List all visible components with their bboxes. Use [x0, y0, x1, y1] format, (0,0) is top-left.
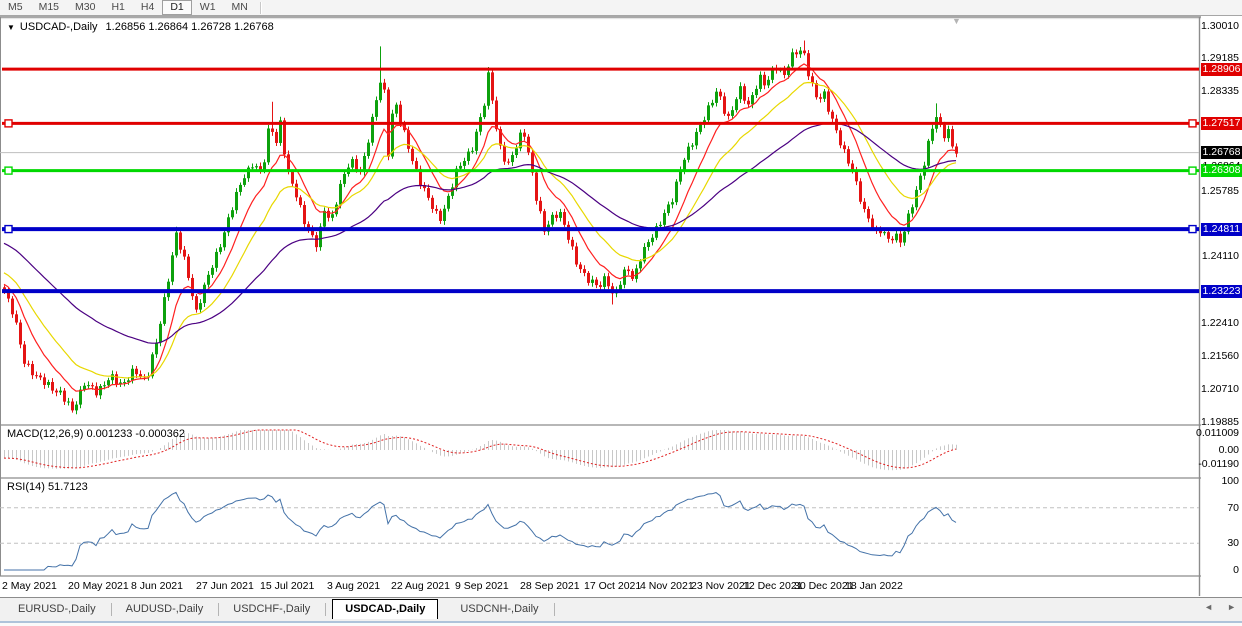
- date-label: 15 Jul 2021: [260, 580, 315, 592]
- bid-price-badge: 1.26768: [1201, 146, 1242, 160]
- date-label: 23 Nov 2021: [691, 580, 751, 592]
- date-label: 27 Jun 2021: [196, 580, 254, 592]
- timeframe-mn[interactable]: MN: [231, 1, 248, 13]
- price-axis-tick: 1.19885: [1201, 415, 1239, 428]
- price-axis-tick: 1.29185: [1201, 52, 1239, 65]
- chart-window: ▼ USDCAD-,Daily 1.26856 1.26864 1.26728 1.…: [0, 15, 1242, 596]
- timeframe-toolbar: M5 M15 M30 H1 H4 D1 W1 MN: [0, 0, 1242, 16]
- tab-scroll-right-icon[interactable]: ►: [1227, 602, 1236, 612]
- level-badge-1.23223: 1.23223: [1201, 284, 1242, 298]
- price-axis-tick: 1.22410: [1201, 316, 1239, 329]
- price-axis-tick: 1.21560: [1201, 350, 1239, 363]
- ohlc-quote: 1.26856 1.26864 1.26728 1.26768: [105, 21, 274, 33]
- rsi-axis-tick: 70: [1227, 501, 1239, 514]
- chart-canvas[interactable]: [0, 15, 1242, 596]
- level-handle[interactable]: [4, 119, 13, 128]
- date-label: 28 Sep 2021: [520, 580, 580, 592]
- timeframe-d1[interactable]: D1: [162, 0, 192, 15]
- macd-axis-tick: 0.00: [1218, 444, 1239, 456]
- level-badge-1.24811: 1.24811: [1201, 222, 1242, 236]
- rsi-axis-tick: 0: [1233, 564, 1239, 576]
- level-handle[interactable]: [4, 166, 13, 175]
- level-handle[interactable]: [1188, 224, 1197, 234]
- date-label: 9 Sep 2021: [455, 580, 509, 592]
- macd-axis-tick: 0.011009: [1195, 427, 1239, 439]
- timeframe-m5[interactable]: M5: [8, 1, 23, 13]
- timeframe-m30[interactable]: M30: [75, 1, 96, 13]
- date-label: 2 May 2021: [2, 580, 57, 592]
- rsi-axis-tick: 100: [1221, 475, 1239, 487]
- level-handle[interactable]: [4, 224, 13, 234]
- symbol-dropdown-icon: ▼: [7, 23, 15, 32]
- tab-usdcnh-daily[interactable]: USDCNH-,Daily: [448, 600, 555, 619]
- macd-indicator-label: MACD(12,26,9) 0.001233 -0.000362: [7, 428, 185, 440]
- date-label: 17 Oct 2021: [584, 580, 642, 592]
- level-handle[interactable]: [1188, 166, 1197, 175]
- tab-eurusd-daily[interactable]: EURUSD-,Daily: [6, 600, 112, 619]
- date-label: 4 Nov 2021: [640, 580, 694, 592]
- macd-axis-tick: -0.01190: [1198, 458, 1239, 470]
- tab-usdcad-daily[interactable]: USDCAD-,Daily: [332, 599, 439, 619]
- date-label: 20 May 2021: [68, 580, 129, 592]
- timeframe-h1[interactable]: H1: [111, 1, 125, 13]
- price-axis-tick: 1.28335: [1201, 85, 1239, 98]
- tab-usdchf-daily[interactable]: USDCHF-,Daily: [221, 600, 327, 619]
- date-label: 30 Dec 2021: [794, 580, 854, 592]
- timeframe-w1[interactable]: W1: [199, 1, 216, 13]
- rsi-indicator-label: RSI(14) 51.7123: [7, 481, 88, 493]
- tab-scroll-left-icon[interactable]: ◄: [1204, 602, 1214, 612]
- timeframe-h4[interactable]: H4: [140, 1, 155, 13]
- macd-plot: [4, 430, 957, 471]
- chart-shift-marker-icon: ▼: [952, 16, 961, 26]
- date-label: 12 Dec 2021: [743, 580, 803, 592]
- window-bottom-edge: [0, 618, 1242, 626]
- price-axis-tick: 1.25785: [1201, 185, 1239, 198]
- date-label: 3 Aug 2021: [327, 580, 381, 592]
- symbol-title: USDCAD-,Daily: [19, 21, 98, 33]
- tab-audusd-daily[interactable]: AUDUSD-,Daily: [114, 600, 219, 619]
- price-axis-tick: 1.30010: [1201, 20, 1239, 32]
- timeframe-m15[interactable]: M15: [38, 1, 60, 13]
- chart-tab-bar: EURUSD-,Daily AUDUSD-,Daily USDCHF-,Daily U…: [0, 597, 1242, 619]
- toolbar-divider: [259, 1, 261, 14]
- date-label: 18 Jan 2022: [845, 580, 903, 592]
- date-label: 8 Jun 2021: [131, 580, 183, 592]
- level-badge-1.26308: 1.26308: [1201, 164, 1242, 178]
- level-badge-1.28906: 1.28906: [1201, 62, 1242, 76]
- rsi-axis-tick: 30: [1227, 537, 1239, 550]
- date-label: 22 Aug 2021: [391, 580, 450, 592]
- ask-price-badge: 1.26864: [1201, 160, 1242, 165]
- price-axis: 1.30010 1.29185 1.28335 1.25785 1.24110 1.224…: [1196, 15, 1242, 596]
- price-axis-tick: 1.20710: [1201, 383, 1239, 396]
- level-badge-1.27517: 1.27517: [1201, 116, 1242, 130]
- level-handle[interactable]: [1188, 119, 1197, 128]
- chart-title: ▼ USDCAD-,Daily 1.26856 1.26864 1.26728 1.…: [7, 21, 274, 33]
- price-axis-tick: 1.24110: [1201, 250, 1239, 263]
